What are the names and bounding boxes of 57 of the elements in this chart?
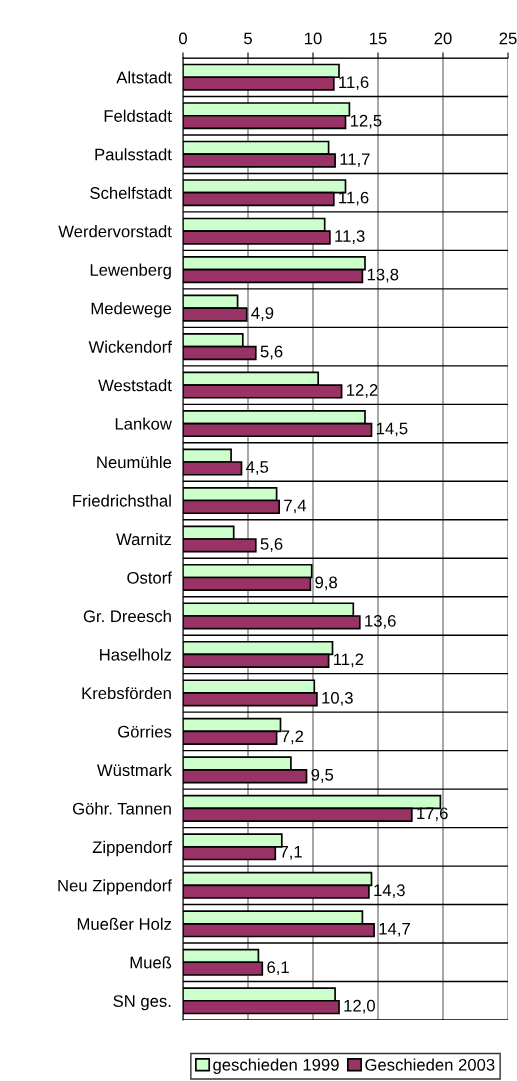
data-label: 7,4 [284, 499, 307, 514]
y-tick-label: Altstadt [116, 71, 172, 84]
y-tick-label: SN ges. [113, 995, 171, 1011]
y-tick-label: Gr. Dreesch [83, 609, 171, 623]
x-tick-label: 10 [305, 32, 322, 45]
data-label: 4,5 [246, 461, 269, 475]
data-label: 5,6 [260, 345, 283, 360]
data-label: 11,6 [339, 76, 369, 91]
data-label: 9,5 [311, 768, 334, 783]
x-tick-label: 20 [434, 32, 452, 45]
data-label: 14,7 [379, 922, 410, 937]
data-label: 11,6 [339, 191, 369, 206]
y-tick-label: Wüstmark [96, 763, 172, 777]
y-tick-label: Zippendorf [92, 840, 172, 857]
y-tick-label: Mueßer Holz [77, 917, 172, 930]
data-label: 11,3 [335, 230, 365, 244]
data-label: 7,2 [281, 730, 304, 745]
y-tick-label: Weststadt [98, 379, 172, 392]
y-tick-label: Ostorf [127, 571, 172, 584]
y-tick-label: Mueß [130, 956, 172, 969]
data-label: 5,6 [260, 538, 283, 552]
data-label: 4,9 [251, 307, 274, 321]
data-label: 6,1 [267, 961, 289, 976]
y-tick-label: Wickendorf [88, 340, 172, 353]
y-tick-label: Lewenberg [90, 263, 171, 280]
y-tick-label: Lankow [115, 417, 172, 430]
y-tick-label: Werdervorstadt [58, 225, 172, 238]
y-tick-label: Warnitz [116, 532, 172, 546]
data-label: 10,3 [322, 691, 353, 706]
data-label: 11,2 [334, 653, 364, 668]
data-label: 13,8 [367, 268, 399, 283]
y-tick-label: Feldstadt [104, 109, 172, 122]
data-label: 13,6 [365, 614, 396, 629]
y-tick-label: Neumühle [97, 456, 172, 469]
data-label: 7,1 [280, 846, 302, 860]
y-tick-label: Göhr. Tannen [72, 802, 171, 815]
y-tick-label: Friedrichsthal [73, 494, 171, 507]
y-tick-label: Neu Zippendorf [58, 879, 172, 895]
x-tick-label: 25 [499, 32, 517, 45]
x-tick-label: 15 [370, 32, 387, 45]
data-label: 14,3 [374, 884, 405, 899]
x-tick-label: 0 [179, 32, 187, 45]
legend-label: Geschieden 2003 [365, 1058, 495, 1071]
data-label: 12,2 [347, 384, 378, 398]
y-tick-label: Paulsstadt [95, 148, 172, 161]
data-label: 11,7 [340, 153, 370, 167]
data-label: 14,5 [376, 422, 408, 437]
y-tick-label: Krebsförden [82, 686, 171, 700]
legend-label: geschieden 1999 [213, 1058, 339, 1075]
y-tick-label: Schelfstadt [90, 186, 172, 199]
x-tick-label: 5 [244, 32, 252, 45]
y-tick-label: Haselholz [100, 648, 172, 661]
data-label: 12,5 [350, 114, 382, 129]
data-label: 12,0 [344, 999, 375, 1014]
y-tick-label: Medewege [91, 302, 172, 318]
y-tick-label: Görries [118, 725, 172, 738]
data-label: 9,8 [315, 576, 338, 591]
